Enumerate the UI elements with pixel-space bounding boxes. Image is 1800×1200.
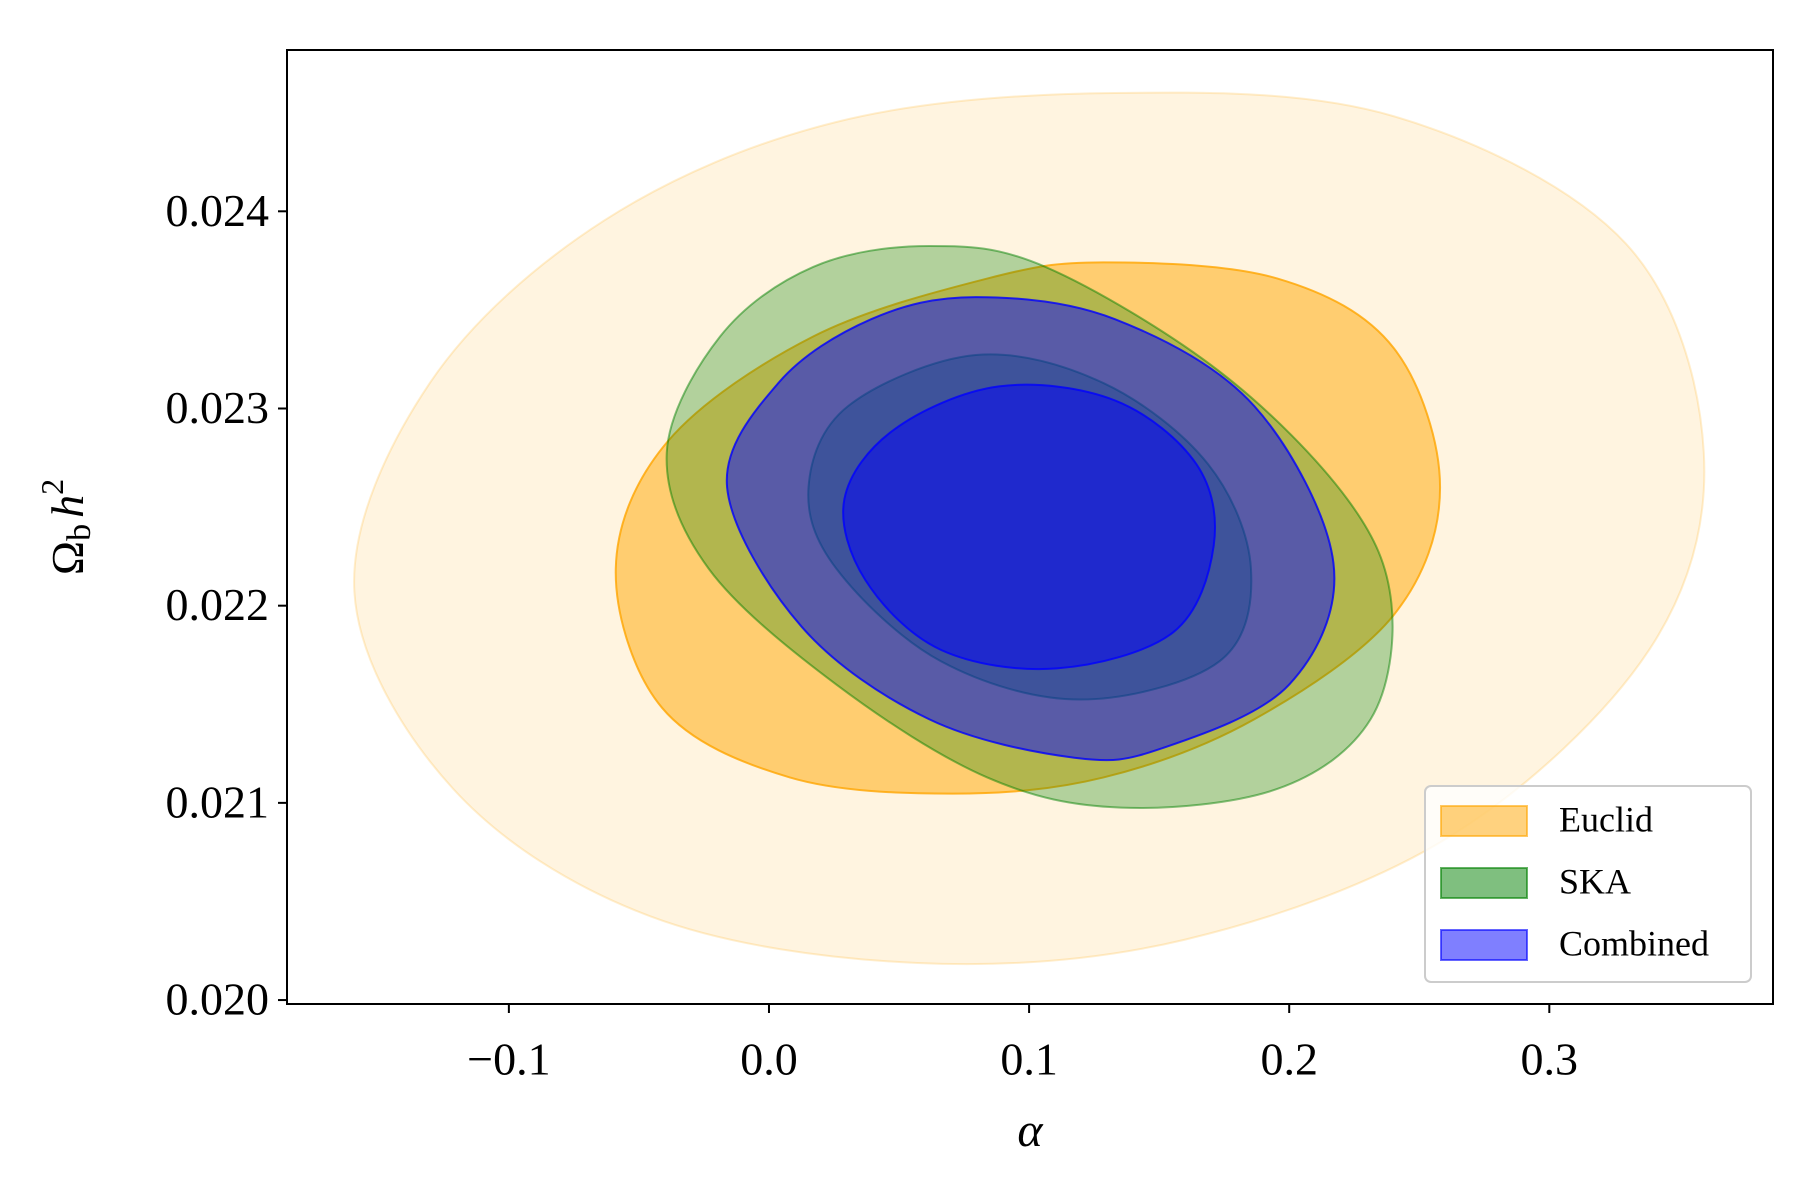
legend-label: Euclid [1559, 799, 1653, 839]
x-tick-label: 0.3 [1521, 1034, 1579, 1085]
legend: Euclid SKA Combined [1424, 785, 1752, 983]
x-tick-label: −0.1 [467, 1034, 550, 1085]
y-label-base: Ω [42, 541, 93, 575]
y-tick-label: 0.024 [166, 185, 270, 236]
legend-label: SKA [1559, 861, 1631, 901]
legend-swatch [1440, 929, 1528, 961]
y-tick-label: 0.021 [166, 776, 270, 827]
legend-swatch [1440, 867, 1528, 899]
y-tick-label: 0.020 [166, 974, 270, 1025]
x-axis-label: α [1017, 1104, 1043, 1157]
x-tick-label: 0.2 [1260, 1034, 1318, 1085]
y-tick-label: 0.023 [166, 382, 270, 433]
y-tick-label: 0.022 [166, 579, 270, 630]
x-tick-label: 0.1 [1000, 1034, 1058, 1085]
legend-label: Combined [1559, 923, 1709, 963]
y-label-var: h [42, 495, 93, 518]
contour [842, 383, 1217, 671]
legend-swatch [1440, 805, 1528, 837]
y-label-sup: 2 [34, 479, 70, 495]
y-label-sub: b [61, 524, 98, 541]
x-tick-label: 0.0 [740, 1034, 798, 1085]
plot-area [353, 91, 1706, 966]
y-axis-label: Ωbh2 [34, 479, 97, 575]
